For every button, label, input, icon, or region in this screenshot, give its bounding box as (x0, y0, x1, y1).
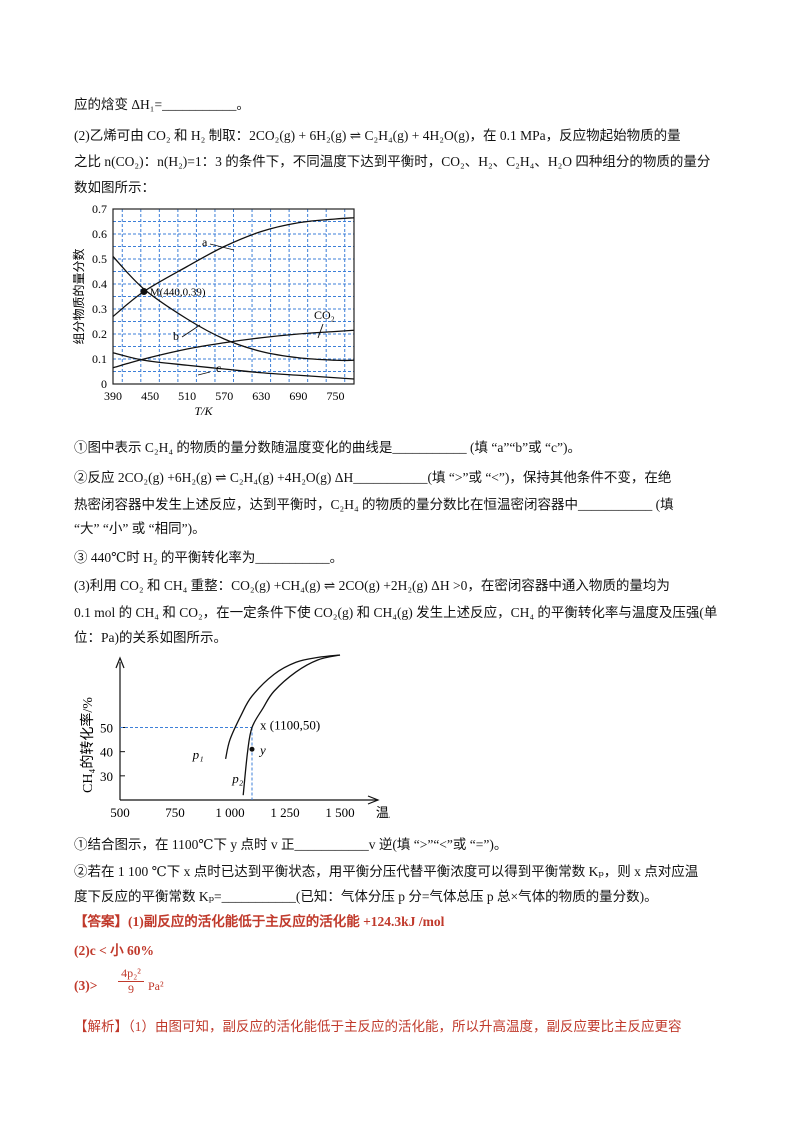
series-label-p1: p₁ (192, 747, 204, 762)
series-line-p₁ (224, 654, 341, 760)
y-tick-label: 0.5 (92, 252, 107, 266)
y-tick-label: 30 (100, 769, 113, 784)
y-tick-label: 0.3 (92, 302, 107, 316)
answer-line: 【答案】(1)副反应的活化能低于主反应的活化能 +124.3kJ /mol (74, 914, 445, 929)
answer-line: (2)c < 小 60% (74, 943, 155, 958)
point-m (140, 288, 148, 295)
text-line: ①图中表示 C₂H₄ 的物质的量分数随温度变化的曲线是___________ (… (74, 440, 581, 455)
y-tick-label: 0.2 (92, 327, 107, 341)
text-line: ②若在 1 100 ℃下 x 点时已达到平衡状态，用平衡分压代替平衡浓度可以得到… (74, 864, 699, 879)
text-line: “大” “小” 或 “相同”)。 (74, 521, 206, 536)
y-tick-label: 0.4 (92, 277, 107, 291)
component-fraction-chart: 0 0.1 0.2 0.3 0.4 0.5 0.6 0.7 390 450 510 570 630 690… (71, 202, 355, 418)
answer-fraction: 4p₂² 9 (118, 966, 144, 997)
x-axis-label: 温度/℃ (376, 805, 390, 820)
analysis-line: 【解析】（1）由图可知，副反应的活化能低于主反应的活化能，所以升高温度，副反应要… (74, 1019, 682, 1034)
y-axis-arrow (115, 656, 125, 669)
fraction-numerator: 4p₂² (118, 966, 144, 982)
series-leader-line (209, 243, 235, 251)
x-tick-label: 750 (165, 805, 185, 820)
series-line-CO₂ (112, 329, 355, 369)
series-label-CO₂: CO₂ (314, 308, 335, 322)
series-line-a (112, 217, 355, 318)
series-leader-line (181, 324, 201, 338)
x-tick-label: 630 (252, 389, 270, 403)
point-y-label: y (258, 742, 266, 757)
point-m-label: M(440,0.39) (150, 287, 206, 299)
point-x-label: x (1100,50) (260, 718, 320, 733)
text-line: 度下反应的平衡常数 Kₚ=___________(已知：气体分压 p 分=气体总… (74, 889, 658, 904)
text-line: 之比 n(CO₂)：n(H₂)=1：3 的条件下，不同温度下达到平衡时，CO₂、… (74, 154, 711, 169)
x-tick-label: 450 (141, 389, 159, 403)
text-line: ①结合图示，在 1100℃下 y 点时 v 正___________v 逆(填 … (74, 837, 508, 852)
text-line: 热密闭容器中发生上述反应，达到平衡时，C₂H₄ 的物质的量分数比在恒温密闭容器中… (74, 497, 674, 512)
answer-unit: Pa² (148, 979, 164, 993)
series-label-b: b (173, 329, 179, 343)
x-tick-label: 1 250 (270, 805, 299, 820)
series-line-c (112, 352, 355, 380)
conversion-rate-chart: 30 40 50 500 750 1 000 1 250 1 500 温度/℃ CH₄的转化率/%… (79, 654, 390, 820)
text-line: 位：Pa)的关系如图所示。 (74, 630, 227, 645)
x-tick-label: 390 (104, 389, 122, 403)
series-leader-line (197, 371, 211, 376)
y-tick-label: 50 (100, 721, 113, 736)
text-line: (2)乙烯可由 CO₂ 和 H₂ 制取：2CO₂(g) + 6H₂(g) ⇌ C… (74, 128, 681, 143)
text-line: ③ 440℃时 H₂ 的平衡转化率为___________。 (74, 550, 344, 565)
x-tick-label: 1 500 (325, 805, 354, 820)
y-tick-label: 0.6 (92, 227, 107, 241)
y-axis-label: CH₄的转化率/% (79, 697, 96, 793)
x-axis-arrow (367, 795, 380, 805)
y-tick-label: 40 (100, 745, 113, 760)
x-tick-label: 690 (289, 389, 307, 403)
x-axis-label: T/K (194, 404, 213, 418)
plot-frame (112, 208, 355, 385)
x-tick-label: 570 (215, 389, 233, 403)
series-label-c: c (216, 361, 221, 375)
text-line: 数如图所示： (74, 180, 155, 195)
fraction-denominator: 9 (128, 982, 134, 996)
y-tick-label: 0 (101, 377, 107, 391)
series-line-p₂ (242, 654, 341, 796)
x-tick-label: 500 (110, 805, 130, 820)
series-label-a: a (202, 235, 208, 249)
x-tick-label: 1 000 (215, 805, 244, 820)
text-line: 应的焓变 ΔH₁=___________。 (74, 97, 250, 112)
x-tick-label: 510 (178, 389, 196, 403)
x-tick-label: 750 (326, 389, 344, 403)
series-leader-line (317, 323, 324, 339)
y-tick-label: 0.7 (92, 202, 107, 216)
point-y (249, 746, 255, 752)
y-axis-label: 组分物质的量分数 (71, 248, 86, 344)
text-line: (3)利用 CO₂ 和 CH₄ 重整：CO₂(g) +CH₄(g) ⇌ 2CO(… (74, 578, 670, 593)
text-line: 0.1 mol 的 CH₄ 和 CO₂，在一定条件下使 CO₂(g) 和 CH₄… (74, 605, 718, 620)
series-label-p2: p₂ (231, 771, 244, 786)
y-tick-label: 0.1 (92, 352, 107, 366)
text-line: ②反应 2CO₂(g) +6H₂(g) ⇌ C₂H₄(g) +4H₂O(g) Δ… (74, 470, 672, 485)
answer-line: (3)> (74, 978, 98, 993)
